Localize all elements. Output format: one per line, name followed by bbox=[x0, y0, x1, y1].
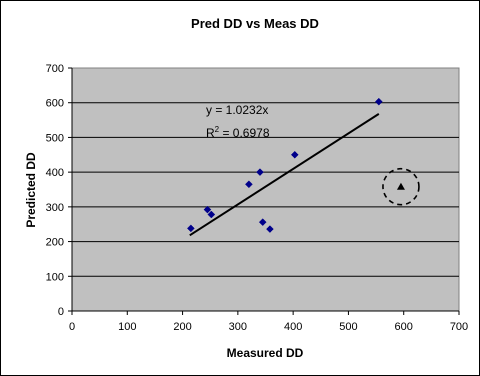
x-tick-label: 600 bbox=[395, 321, 413, 333]
y-tick-label: 600 bbox=[46, 98, 64, 110]
outlier-point-triangle bbox=[396, 182, 405, 190]
data-point-diamond bbox=[187, 224, 195, 233]
gridlines bbox=[72, 102, 459, 277]
x-tick-label: 700 bbox=[450, 321, 468, 333]
y-tick-label: 300 bbox=[46, 202, 64, 214]
data-point-diamond bbox=[290, 150, 299, 159]
y-tick-labels: 0 100 200 300 400 500 600 700 bbox=[46, 63, 64, 318]
r-squared-prefix: R bbox=[206, 126, 215, 140]
y-tick-label: 100 bbox=[46, 271, 64, 283]
x-axis-title: Measured DD bbox=[227, 346, 304, 360]
data-point-diamond bbox=[207, 210, 216, 219]
y-tick-label: 400 bbox=[46, 167, 64, 179]
r-squared-value: = 0.6978 bbox=[219, 126, 270, 140]
x-tick-label: 0 bbox=[69, 321, 75, 333]
data-point-diamond bbox=[374, 97, 383, 106]
outlier-layer bbox=[382, 167, 420, 206]
trendline-equation: y = 1.0232x bbox=[206, 103, 268, 117]
x-tick-labels: 0 100 200 300 400 500 600 700 bbox=[69, 321, 468, 333]
data-points bbox=[187, 97, 383, 233]
y-tick-label: 200 bbox=[46, 237, 64, 249]
data-point-diamond bbox=[256, 168, 264, 176]
data-point-diamond bbox=[266, 225, 274, 233]
x-tick-label: 200 bbox=[173, 321, 191, 333]
axes bbox=[68, 67, 460, 315]
x-tick-label: 100 bbox=[118, 321, 136, 333]
x-tick-label: 400 bbox=[284, 321, 302, 333]
data-point-diamond bbox=[245, 180, 253, 189]
x-tick-label: 500 bbox=[339, 321, 357, 333]
trendline bbox=[189, 113, 380, 237]
y-tick-label: 500 bbox=[46, 132, 64, 144]
r-squared-superscript: 2 bbox=[215, 125, 220, 134]
y-tick-label: 700 bbox=[46, 63, 64, 75]
data-point-diamond bbox=[258, 218, 267, 226]
y-tick-label: 0 bbox=[58, 306, 64, 318]
trendline-layer bbox=[189, 113, 380, 237]
plot-area bbox=[71, 67, 460, 312]
y-axis-title: Predicted DD bbox=[24, 152, 38, 228]
x-tick-label: 300 bbox=[229, 321, 247, 333]
outlier-dashed-circle bbox=[382, 167, 420, 206]
chart-title: Pred DD vs Meas DD bbox=[191, 16, 319, 31]
r-squared-label: R2 = 0.6978 bbox=[206, 125, 270, 140]
data-point-diamond bbox=[203, 205, 212, 214]
